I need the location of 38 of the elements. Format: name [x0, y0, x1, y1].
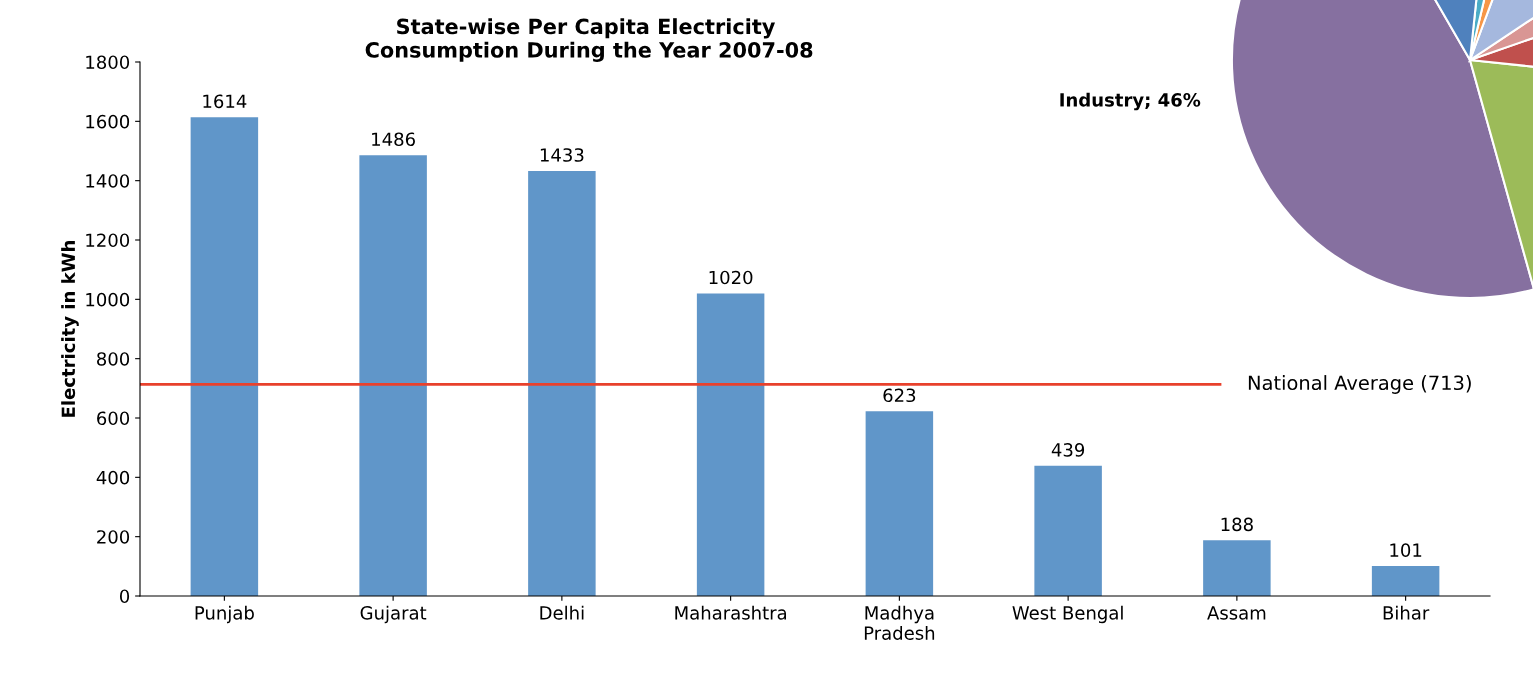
y-tick-label: 400 — [96, 470, 130, 485]
y-tick-label: 1600 — [86, 114, 130, 129]
y-tick-label: 1800 — [86, 55, 130, 70]
bar — [1203, 540, 1271, 596]
data-label: 101 — [1390, 543, 1422, 557]
y-tick-label: 1400 — [86, 174, 130, 188]
data-label: 623 — [883, 388, 916, 403]
y-axis-title: Electricity in kWh — [61, 240, 79, 417]
y-tick-label: 600 — [97, 411, 130, 426]
x-tick-label: Assam — [1207, 606, 1266, 620]
bar — [1371, 566, 1440, 596]
bar — [865, 411, 934, 596]
x-tick-label: Delhi — [540, 605, 584, 620]
y-tick-label: 800 — [97, 352, 130, 366]
x-tick-label: Punjab — [195, 605, 254, 624]
y-tick-label: 1000 — [86, 292, 130, 307]
y-tick-label: 0 — [119, 589, 130, 604]
x-tick-label: West Bengal — [1012, 605, 1123, 624]
data-label: 1433 — [540, 148, 584, 162]
data-label: 188 — [1221, 517, 1253, 532]
y-tick-label: 1200 — [86, 233, 130, 248]
x-tick-label: Gujarat — [360, 605, 427, 624]
bar — [1034, 465, 1102, 596]
bar — [528, 170, 596, 596]
bar — [696, 293, 765, 596]
data-label: 1614 — [203, 94, 247, 109]
bar — [359, 155, 427, 596]
x-tick-label: Maharashtra — [675, 605, 787, 620]
data-label: 439 — [1051, 443, 1085, 457]
slice-label: Industry; 46% — [1060, 92, 1201, 111]
x-tick-label: Bihar — [1383, 605, 1430, 620]
bar — [190, 117, 259, 596]
chart-title: State-wise Per Capita Electricity Consumption During the Year 2007-08 — [365, 18, 813, 62]
y-tick-label: 200 — [97, 530, 130, 544]
data-label: 1486 — [372, 132, 415, 147]
data-label: 1020 — [709, 270, 753, 285]
ref-line-label: National Average (713) — [1248, 375, 1471, 394]
x-tick-label: Madhya Pradesh — [864, 605, 935, 640]
